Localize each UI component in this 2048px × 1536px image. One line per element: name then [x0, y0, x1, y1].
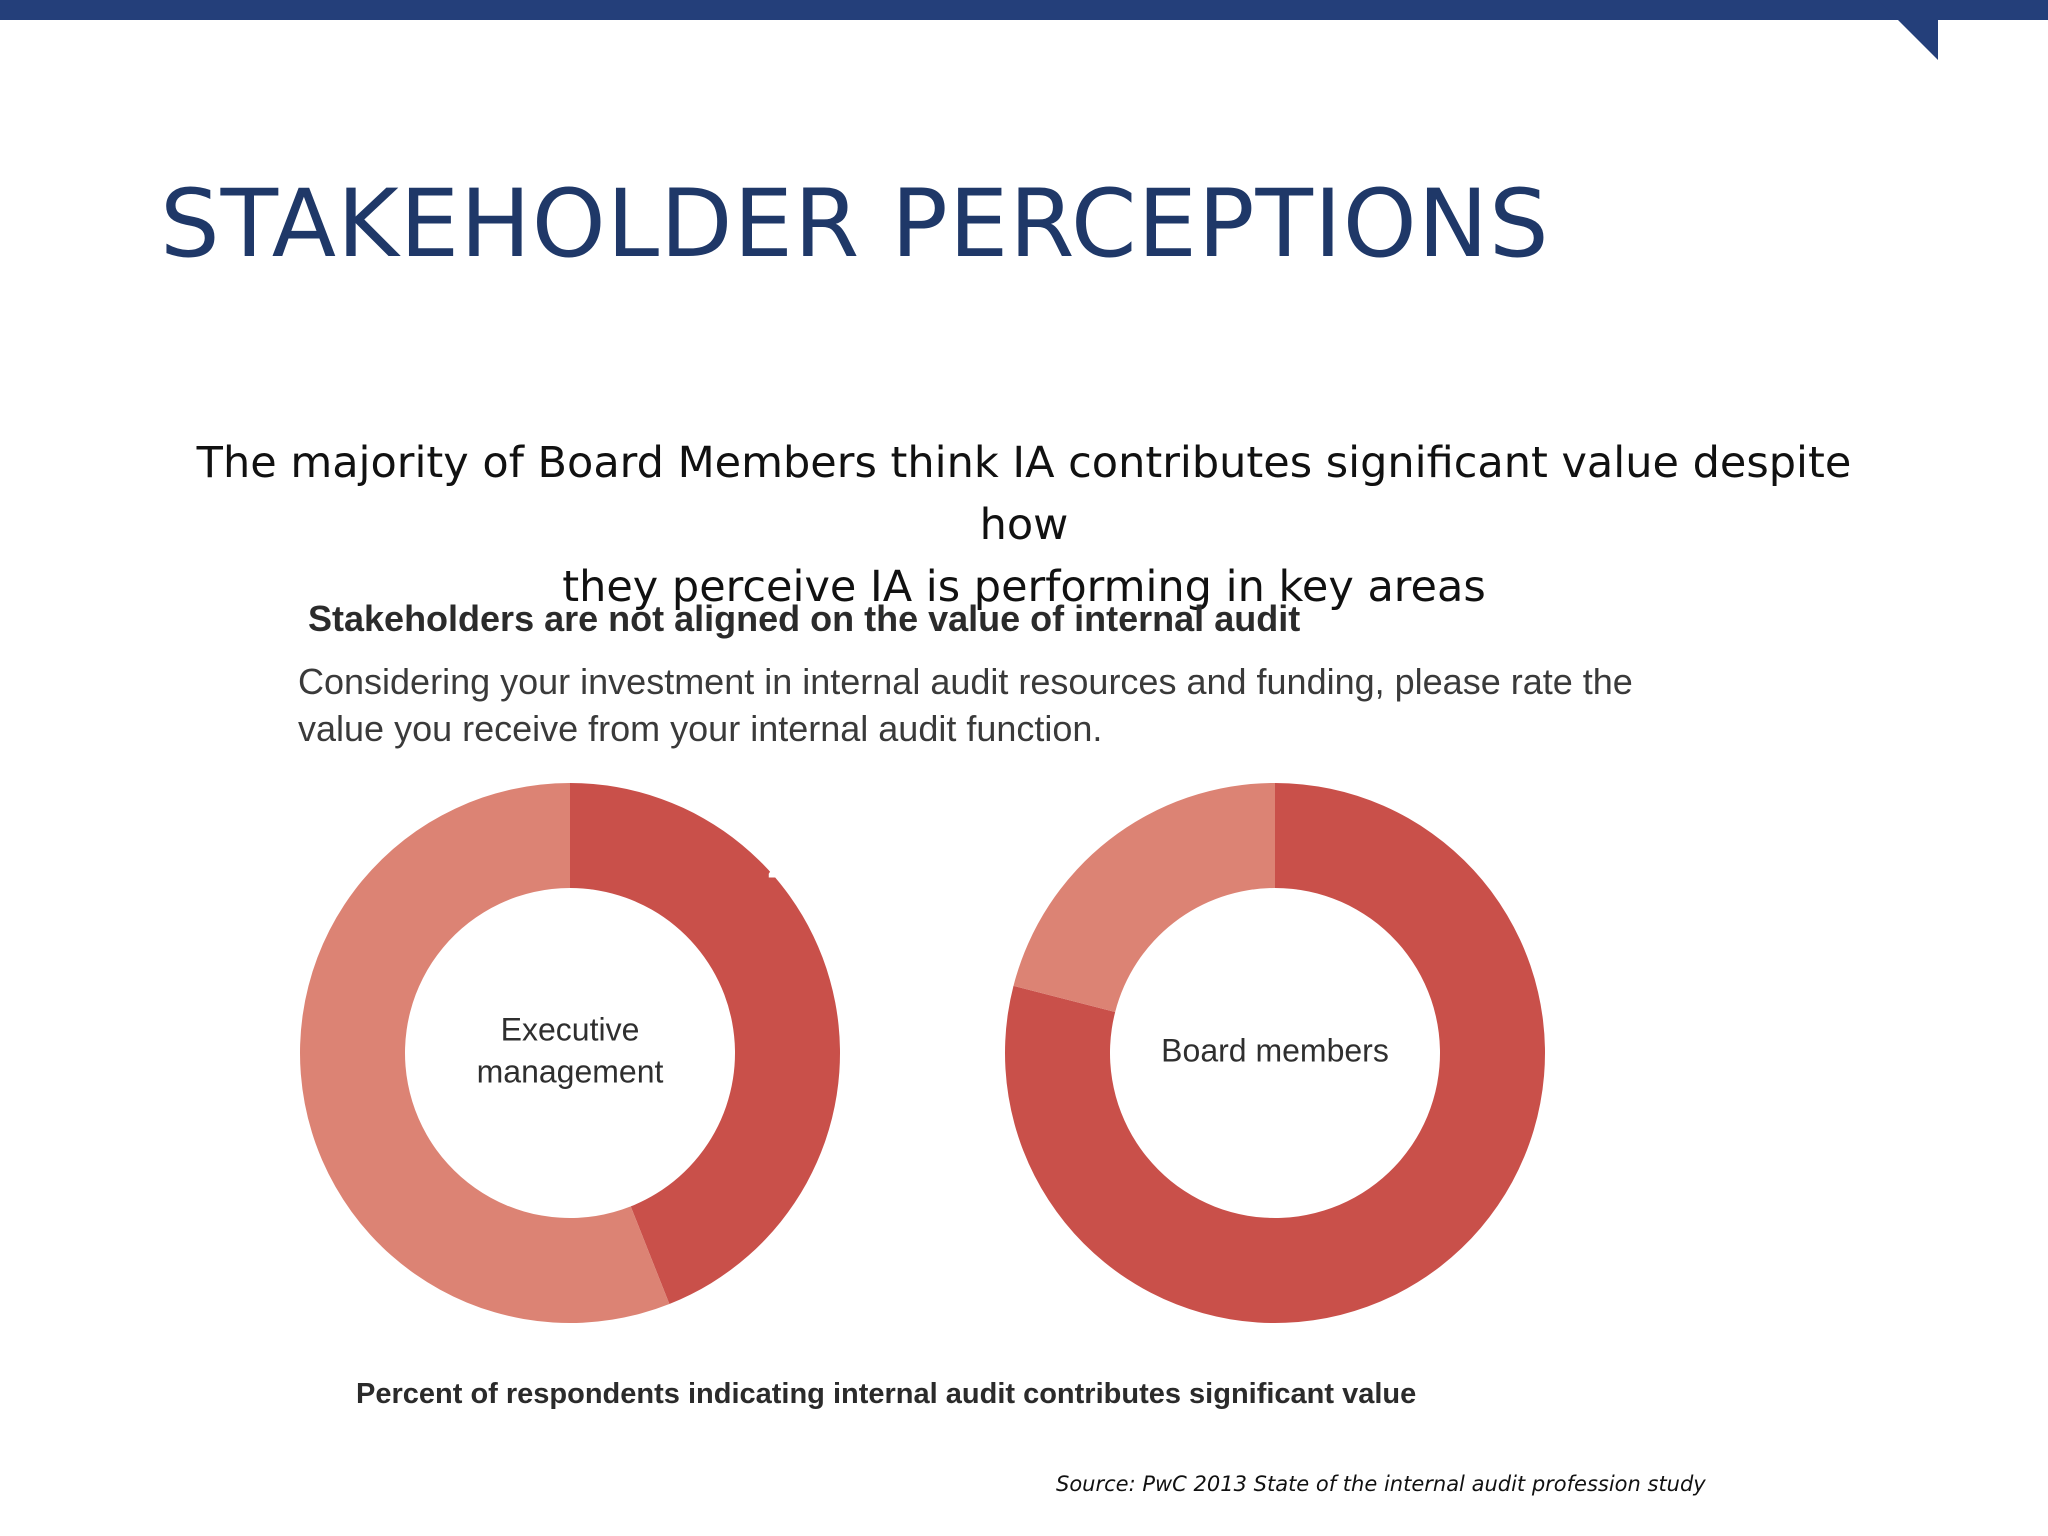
donut-center-label: management [477, 1053, 664, 1089]
donut-highlight-segment [570, 783, 841, 1305]
figure-caption: Percent of respondents indicating intern… [356, 1378, 1417, 1410]
donut-remainder-segment [1013, 783, 1275, 1012]
donut-charts: 44% Executive management 79%Board members [300, 783, 1545, 1323]
slide-subtitle-line-2: they perceive IA is performing in key ar… [562, 562, 1486, 612]
slide-subtitle-line-1: The majority of Board Members think IA c… [196, 438, 1852, 550]
source-note: Source: PwC 2013 State of the internal a… [1056, 1472, 1706, 1496]
donut-center-label: Executive [501, 1011, 640, 1047]
figure-question-line-2: value you receive from your internal aud… [298, 708, 1103, 749]
donut-chart-2: 79%Board members [1004, 783, 1545, 1323]
donut-center-label: Board members [1161, 1032, 1389, 1068]
figure-heading: Stakeholders are not aligned on the valu… [308, 598, 1301, 639]
donut-chart-1: 44% Executive management [300, 783, 840, 1323]
header-bar [0, 0, 2048, 20]
slide-subtitle: The majority of Board Members think IA c… [150, 432, 1898, 618]
segment-value-label: 44% [768, 850, 840, 891]
survey-figure: Stakeholders are not aligned on the valu… [290, 590, 1740, 1430]
slide-title: STAKEHOLDER PERCEPTIONS [160, 170, 1550, 279]
donut-remainder-segment [300, 783, 670, 1323]
figure-question-line-1: Considering your investment in internal … [298, 661, 1633, 702]
figure-question: Considering your investment in internal … [298, 658, 1738, 752]
corner-flag-shape [1878, 0, 1938, 60]
donut-highlight-segment [1004, 783, 1545, 1323]
